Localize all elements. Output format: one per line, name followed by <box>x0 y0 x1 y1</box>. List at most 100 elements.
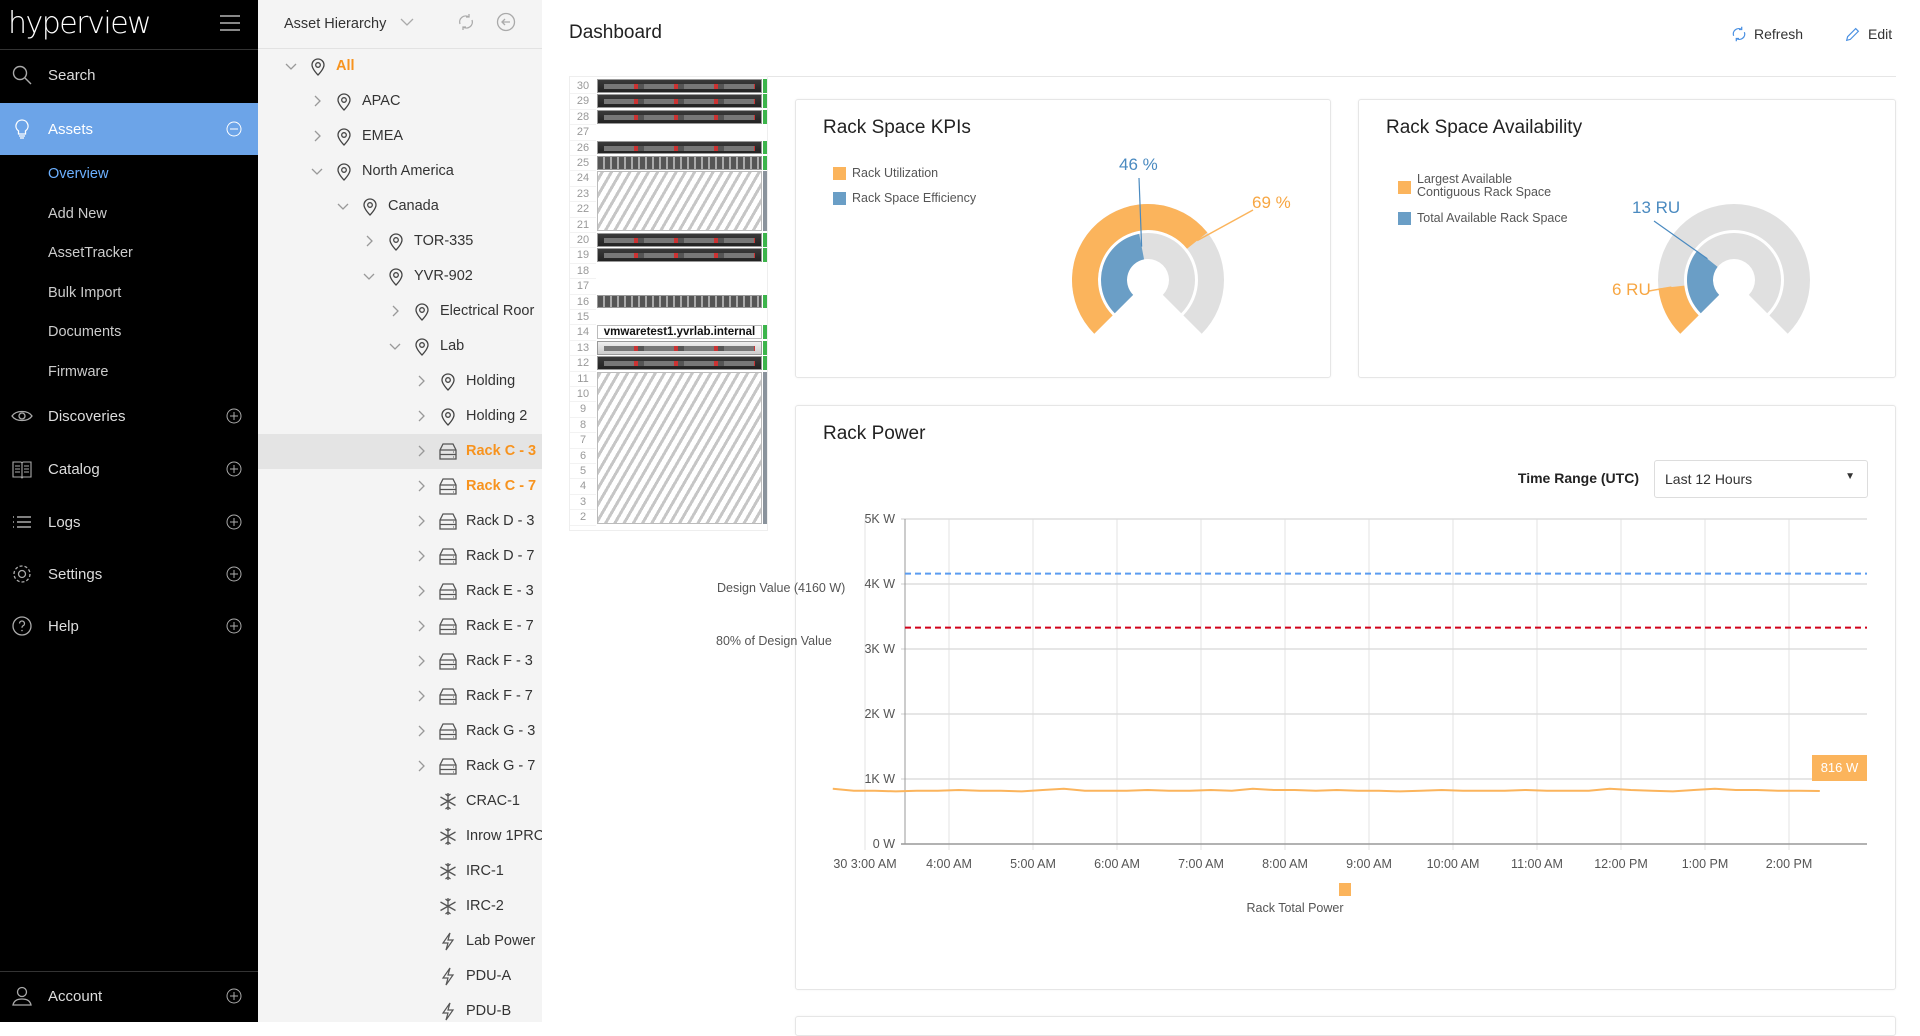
tree-node[interactable]: Rack D - 3 <box>258 504 542 539</box>
lightbulb-icon <box>11 118 33 140</box>
tree-node[interactable]: IRC-1 <box>258 854 542 889</box>
series-line-rack-total-power[interactable] <box>833 789 1820 792</box>
tree-node[interactable]: All <box>258 49 542 84</box>
chevron-right-icon[interactable] <box>414 724 428 738</box>
chevron-right-icon[interactable] <box>414 409 428 423</box>
chevron-right-icon[interactable] <box>362 234 376 248</box>
chevron-down-icon[interactable] <box>388 339 402 353</box>
tree-node[interactable]: CRAC-1 <box>258 784 542 819</box>
tree-node-label: YVR-902 <box>414 268 473 284</box>
next-card <box>795 1016 1896 1036</box>
tree-node[interactable]: Inrow 1PRC <box>258 819 542 854</box>
tree-node-label: PDU-B <box>466 1003 511 1019</box>
tree-node[interactable]: Holding 2 <box>258 399 542 434</box>
sidebar-subitem-add-new[interactable]: Add New <box>48 206 107 222</box>
tree-node[interactable]: Rack C - 3 <box>258 434 542 469</box>
tree-node[interactable]: Canada <box>258 189 542 224</box>
tree-node-label: Rack F - 3 <box>466 653 533 669</box>
chevron-right-icon[interactable] <box>388 304 402 318</box>
plus-circle-icon[interactable] <box>226 618 242 634</box>
tree-node[interactable]: Electrical Roor <box>258 294 542 329</box>
tree-node[interactable]: IRC-2 <box>258 889 542 924</box>
minus-circle-icon[interactable] <box>226 121 242 137</box>
list-icon <box>11 511 33 533</box>
tree-node[interactable]: Rack G - 7 <box>258 749 542 784</box>
tree-node[interactable]: North America <box>258 154 542 189</box>
chevron-down-icon[interactable] <box>400 16 414 28</box>
chevron-down-icon[interactable] <box>284 59 298 73</box>
sidebar-item-label: Assets <box>48 121 93 138</box>
chevron-right-icon[interactable] <box>414 619 428 633</box>
chevron-down-icon[interactable] <box>362 269 376 283</box>
sidebar-item-assets[interactable]: Assets <box>0 103 258 155</box>
sidebar-subitem-overview[interactable]: Overview <box>48 166 108 182</box>
y-tick-label: 1K W <box>864 772 895 786</box>
tree-node[interactable]: Rack D - 7 <box>258 539 542 574</box>
sidebar-item-help[interactable]: Help <box>0 606 258 646</box>
eye-icon <box>11 405 33 427</box>
tree-node[interactable]: Rack C - 7 <box>258 469 542 504</box>
tree-node[interactable]: PDU-B <box>258 994 542 1022</box>
lightning-bolt-icon <box>439 932 457 951</box>
plus-circle-icon[interactable] <box>226 988 242 1004</box>
tree-node[interactable]: Lab <box>258 329 542 364</box>
tree-node[interactable]: PDU-A <box>258 959 542 994</box>
plus-circle-icon[interactable] <box>226 566 242 582</box>
chevron-right-icon[interactable] <box>310 129 324 143</box>
hyperview-logo[interactable]: hyperview <box>8 6 150 41</box>
chevron-right-icon[interactable] <box>414 549 428 563</box>
chevron-right-icon[interactable] <box>414 444 428 458</box>
x-tick-label: 9:00 AM <box>1346 857 1392 871</box>
legend-rack-total-power[interactable]: Rack Total Power <box>1195 901 1395 915</box>
sidebar-subitem-bulk-import[interactable]: Bulk Import <box>48 285 121 301</box>
tree-node[interactable]: Lab Power <box>258 924 542 959</box>
chevron-right-icon[interactable] <box>414 759 428 773</box>
tree-node[interactable]: EMEA <box>258 119 542 154</box>
chevron-right-icon[interactable] <box>414 514 428 528</box>
chevron-right-icon[interactable] <box>414 374 428 388</box>
chevron-right-icon[interactable] <box>310 94 324 108</box>
sidebar-subitem-firmware[interactable]: Firmware <box>48 364 108 380</box>
sync-icon[interactable] <box>456 12 476 32</box>
tree-node[interactable]: Rack F - 7 <box>258 679 542 714</box>
sidebar-item-settings[interactable]: Settings <box>0 554 258 594</box>
tree-node[interactable]: Rack F - 3 <box>258 644 542 679</box>
sidebar-item-label: Logs <box>48 514 81 531</box>
snowflake-icon <box>439 897 457 916</box>
plus-circle-icon[interactable] <box>226 408 242 424</box>
tree-node[interactable]: Rack E - 3 <box>258 574 542 609</box>
plus-circle-icon[interactable] <box>226 514 242 530</box>
rack-icon <box>439 652 457 671</box>
sidebar-item-logs[interactable]: Logs <box>0 502 258 542</box>
plus-circle-icon[interactable] <box>226 461 242 477</box>
chevron-right-icon[interactable] <box>414 584 428 598</box>
chevron-right-icon[interactable] <box>414 689 428 703</box>
tree-node[interactable]: Rack G - 3 <box>258 714 542 749</box>
chevron-right-icon[interactable] <box>414 479 428 493</box>
tree-node-label: Holding <box>466 373 515 389</box>
tree-node[interactable]: TOR-335 <box>258 224 542 259</box>
tree-node[interactable]: YVR-902 <box>258 259 542 294</box>
asset-hierarchy-dropdown[interactable]: Asset Hierarchy <box>284 16 386 32</box>
sidebar-item-catalog[interactable]: Catalog <box>0 449 258 489</box>
snowflake-icon <box>439 827 457 846</box>
chevron-down-icon[interactable] <box>336 199 350 213</box>
sidebar-subitem-assettracker[interactable]: AssetTracker <box>48 245 133 261</box>
sidebar-item-discoveries[interactable]: Discoveries <box>0 396 258 436</box>
tree-node[interactable]: Holding <box>258 364 542 399</box>
sidebar-subitem-documents[interactable]: Documents <box>48 324 121 340</box>
tree-node[interactable]: APAC <box>258 84 542 119</box>
sidebar-item-search[interactable]: Search <box>0 55 258 95</box>
sidebar-item-account[interactable]: Account <box>0 976 258 1016</box>
location-pin-icon <box>387 267 405 286</box>
design-value-label: Design Value (4160 W) <box>717 581 845 595</box>
collapse-back-icon[interactable] <box>496 12 516 32</box>
chevron-right-icon[interactable] <box>414 654 428 668</box>
chevron-down-icon[interactable] <box>310 164 324 178</box>
hamburger-menu-icon[interactable] <box>220 15 240 31</box>
tree-node[interactable]: Rack E - 7 <box>258 609 542 644</box>
rack-icon <box>439 547 457 566</box>
x-tick-label: 2:00 PM <box>1766 857 1813 871</box>
